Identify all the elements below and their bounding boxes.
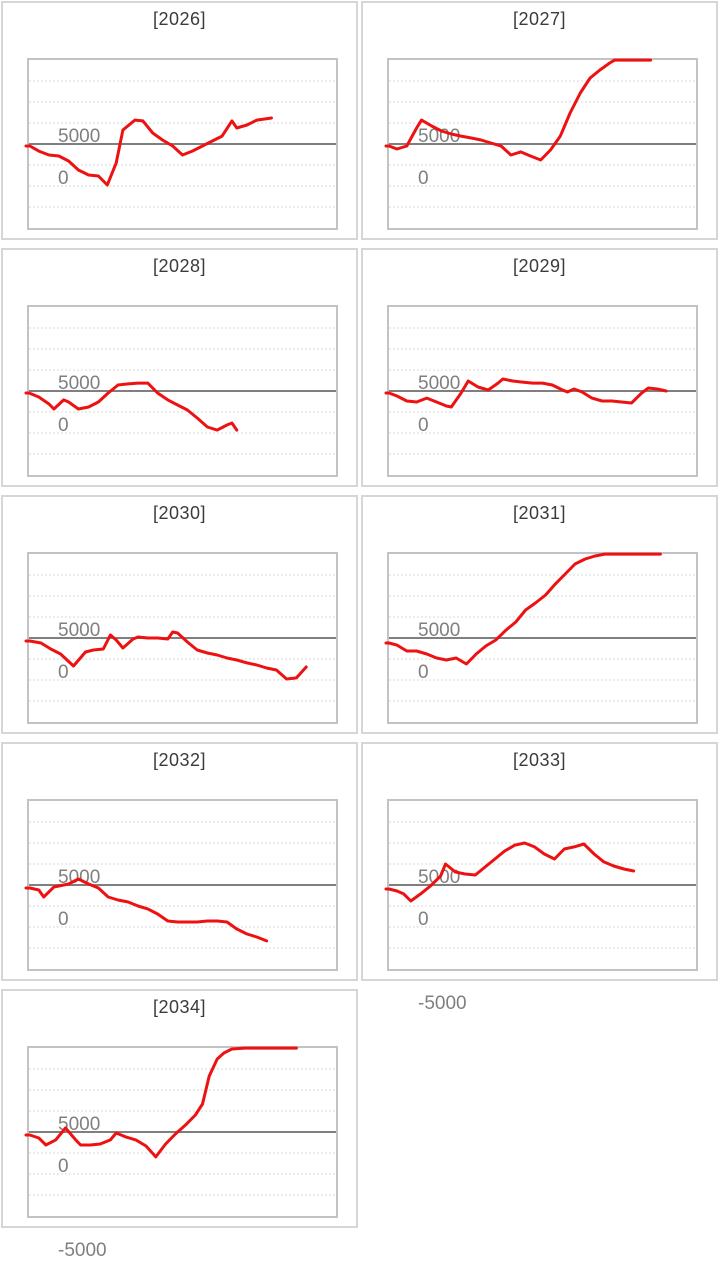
y-axis-tick-0: 0 <box>58 662 71 683</box>
y-axis-tick-neg5000: -5000 <box>58 1240 109 1261</box>
chart-title: [2034] <box>152 997 207 1017</box>
line-chart <box>384 552 696 702</box>
y-axis-tick-0: 0 <box>58 168 71 189</box>
y-axis-tick-5000: 5000 <box>58 126 103 147</box>
line-chart <box>384 58 696 208</box>
y-axis-tick-0: 0 <box>418 168 431 189</box>
y-axis-tick-0: 0 <box>418 909 431 930</box>
chart-card-2028: [2028] 5000 0 -5000 <box>1 248 358 520</box>
chart-card-2030: [2030] 5000 0 -5000 <box>1 495 358 767</box>
plot-area: 5000 0 -5000 <box>24 1046 338 1261</box>
chart-card-2029: [2029] 5000 0 -5000 <box>361 248 718 520</box>
plot-area: 5000 0 -5000 <box>384 552 698 767</box>
line-chart <box>384 327 696 455</box>
y-axis-tick-5000: 5000 <box>418 373 463 394</box>
plot-area: 5000 0 -5000 <box>24 799 338 1014</box>
line-chart <box>24 821 336 949</box>
y-axis-tick-0: 0 <box>58 909 71 930</box>
chart-title: [2028] <box>152 256 207 276</box>
chart-card-2031: [2031] 5000 0 -5000 <box>361 495 718 767</box>
plot-area: 5000 0 -5000 <box>24 305 338 520</box>
plot-area: 5000 0 -5000 <box>384 58 698 273</box>
chart-title: [2030] <box>152 503 207 523</box>
chart-card-2026: [2026] 5000 0 -5000 <box>1 1 358 273</box>
line-chart <box>24 327 336 455</box>
plot-area: 5000 0 -5000 <box>384 305 698 520</box>
y-axis-tick-5000: 5000 <box>58 373 103 394</box>
chart-card-2034: [2034] 5000 0 -5000 <box>1 989 358 1261</box>
chart-title: [2029] <box>512 256 567 276</box>
plot-area: 5000 0 -5000 <box>384 799 698 1014</box>
chart-card-2033: [2033] 5000 0 -5000 <box>361 742 718 1014</box>
y-axis-tick-neg5000: -5000 <box>418 993 469 1014</box>
y-axis-tick-5000: 5000 <box>418 620 463 641</box>
line-chart <box>384 821 696 949</box>
y-axis-tick-0: 0 <box>58 1156 71 1177</box>
y-axis-tick-0: 0 <box>58 415 71 436</box>
chart-title: [2031] <box>512 503 567 523</box>
line-chart <box>24 1046 336 1196</box>
y-axis-tick-0: 0 <box>418 415 431 436</box>
line-chart <box>24 80 336 208</box>
chart-title: [2026] <box>152 9 207 29</box>
chart-title: [2033] <box>512 750 567 770</box>
plot-area: 5000 0 -5000 <box>24 58 338 273</box>
y-axis-tick-5000: 5000 <box>418 126 463 147</box>
chart-card-2032: [2032] 5000 0 -5000 <box>1 742 358 1014</box>
empty-grid-cell <box>361 989 718 1228</box>
y-axis-tick-5000: 5000 <box>58 620 103 641</box>
chart-title: [2027] <box>512 9 567 29</box>
chart-card-2027: [2027] 5000 0 -5000 <box>361 1 718 273</box>
chart-title: [2032] <box>152 750 207 770</box>
line-chart <box>24 574 336 702</box>
y-axis-tick-0: 0 <box>418 662 431 683</box>
plot-area: 5000 0 -5000 <box>24 552 338 767</box>
